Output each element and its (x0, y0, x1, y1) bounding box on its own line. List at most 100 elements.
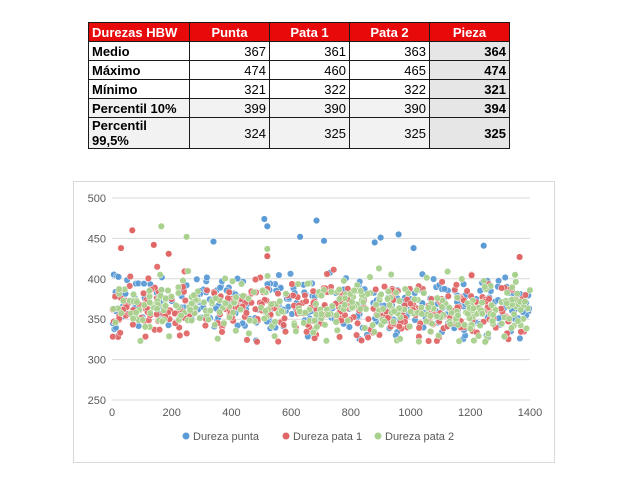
data-point (369, 321, 377, 329)
data-point (183, 233, 191, 241)
header-cell: Pata 1 (269, 22, 350, 42)
data-point (357, 336, 366, 344)
data-point (513, 290, 521, 298)
table-header-row: Durezas HBW Punta Pata 1 Pata 2 Pieza (88, 22, 510, 42)
data-point (145, 287, 153, 295)
data-point (153, 305, 161, 313)
data-point (469, 304, 477, 312)
data-point (324, 311, 332, 319)
y-tick-label: 300 (88, 355, 106, 367)
data-point (438, 303, 446, 311)
data-point (251, 275, 260, 284)
data-point (158, 317, 166, 325)
data-point (196, 314, 204, 322)
data-point (422, 317, 430, 325)
data-point (392, 289, 400, 297)
data-point (229, 309, 237, 317)
data-point (165, 250, 173, 258)
data-point (232, 293, 240, 301)
data-point (162, 294, 170, 302)
data-point (181, 296, 189, 305)
data-point (109, 333, 117, 341)
data-point (200, 298, 208, 306)
data-point (281, 328, 290, 336)
data-point (454, 321, 462, 329)
data-point (361, 324, 369, 332)
data-point (188, 299, 196, 308)
data-point (290, 321, 298, 329)
data-point (309, 287, 317, 295)
row-label: Medio (88, 41, 190, 61)
data-point (371, 238, 379, 246)
data-point (203, 286, 211, 294)
data-point (146, 309, 154, 317)
data-point (406, 322, 414, 331)
data-point (485, 295, 493, 303)
data-point (280, 321, 288, 329)
data-point (294, 280, 302, 288)
data-point (278, 307, 286, 315)
data-point (126, 282, 134, 290)
table-row: Medio 367 361 363 364 (88, 41, 510, 61)
data-point (193, 275, 201, 283)
data-point (348, 298, 356, 306)
data-point (111, 318, 120, 327)
data-point (407, 308, 415, 316)
data-point (404, 289, 412, 297)
data-point (115, 285, 123, 293)
data-point (313, 323, 321, 331)
data-point (372, 285, 380, 293)
data-point (522, 324, 531, 332)
table-cell: 363 (349, 41, 430, 61)
data-point (354, 319, 362, 327)
data-point (129, 315, 137, 323)
data-point (434, 332, 443, 340)
data-point (454, 311, 462, 319)
data-point (201, 322, 209, 330)
data-point (333, 326, 341, 334)
data-point (141, 323, 149, 331)
data-point (353, 331, 361, 339)
table-cell: 361 (269, 41, 350, 61)
hardness-scatter-chart: 250 300 350 400 450 500 0 200 400 600 800 1000 1200 1… (73, 181, 555, 463)
data-point (420, 289, 428, 297)
data-point (133, 298, 141, 306)
data-point (186, 306, 194, 314)
data-point (366, 273, 374, 281)
data-point (218, 328, 226, 336)
data-point (453, 294, 461, 302)
table-cell: 324 (189, 117, 270, 149)
data-point (395, 297, 403, 305)
data-point (489, 317, 497, 325)
data-point (517, 306, 525, 314)
table-row: Máximo 474 460 465 474 (88, 60, 510, 80)
data-point (480, 242, 488, 250)
x-tick-label: 0 (109, 407, 115, 419)
data-point (468, 271, 476, 279)
data-point (458, 275, 466, 283)
data-point (395, 322, 403, 330)
data-point (303, 328, 311, 336)
data-point (498, 320, 506, 328)
data-point (296, 233, 304, 241)
row-label: Percentil 99,5% (88, 117, 190, 149)
y-tick-label: 400 (88, 274, 106, 286)
data-point (225, 313, 234, 321)
data-point (452, 281, 460, 289)
data-point (505, 315, 513, 323)
data-point (244, 295, 253, 303)
row-label: Percentil 10% (88, 98, 190, 118)
data-point (357, 287, 365, 295)
y-tick-label: 350 (88, 314, 106, 326)
data-point (216, 284, 224, 292)
data-point (336, 333, 344, 341)
data-point (245, 329, 253, 337)
data-point (336, 295, 344, 303)
data-point (327, 288, 335, 296)
data-point (445, 304, 453, 312)
data-point (350, 286, 358, 295)
data-point (155, 326, 164, 334)
table-cell: 474 (189, 60, 270, 80)
data-point (500, 333, 508, 341)
data-point (304, 280, 312, 288)
